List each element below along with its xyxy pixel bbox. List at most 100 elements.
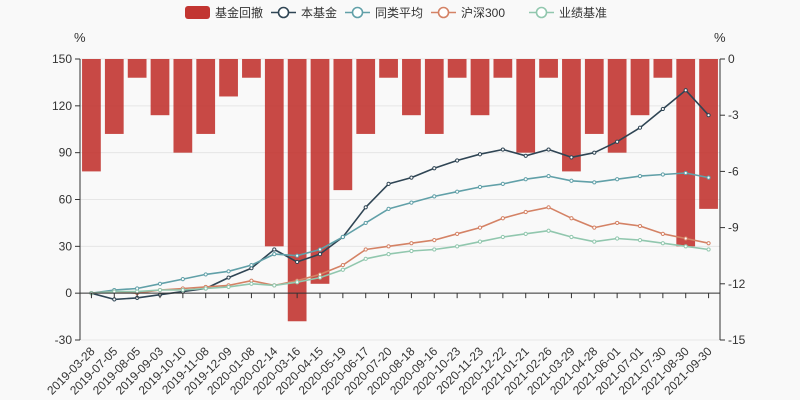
series-point-1-17 (477, 184, 483, 190)
series-point-3-9 (295, 280, 300, 285)
legend-swatch-marker-3 (437, 6, 450, 19)
legend-swatch-0 (185, 6, 210, 19)
right-tick-label-3: -9 (728, 221, 739, 235)
series-point-2-25 (660, 231, 665, 236)
series-point-0-10 (317, 252, 323, 257)
legend-item-2[interactable]: 同类平均 (345, 6, 423, 20)
series-point-3-18 (500, 234, 505, 240)
drawdown-bar-10 (310, 59, 330, 284)
series-point-1-22 (592, 180, 597, 185)
series-point-2-21 (569, 216, 574, 221)
series-point-0-12 (363, 205, 368, 210)
series-point-2-19 (523, 209, 528, 215)
series-point-2-15 (432, 237, 437, 243)
series-line-3 (91, 229, 709, 294)
series-point-3-17 (477, 239, 483, 244)
legend-item-1[interactable]: 本基金 (271, 5, 337, 20)
series-point-0-22 (592, 150, 597, 155)
drawdown-bar-21 (562, 59, 581, 172)
series-point-2-20 (546, 205, 551, 210)
right-tick-label-4: -12 (728, 277, 746, 291)
series-point-0-27 (706, 113, 711, 118)
series-point-1-24 (637, 173, 643, 179)
drawdown-bar-6 (219, 59, 238, 97)
series-point-1-26 (683, 170, 688, 176)
drawdown-bar-26 (676, 59, 696, 247)
series-point-1-25 (660, 172, 665, 177)
series-point-3-3 (157, 287, 163, 293)
legend-swatch-marker-4 (535, 6, 548, 19)
series-point-1-10 (317, 247, 323, 252)
drawdown-bar-5 (196, 59, 216, 134)
right-axis-ticks: 0 -3 -6 -9 -12 -15 (720, 52, 746, 347)
series-point-3-5 (203, 286, 208, 291)
drawdown-bar-22 (584, 59, 604, 134)
drawdown-bar-0 (82, 59, 101, 172)
legend-item-4[interactable]: 业绩基准 (529, 6, 607, 20)
series-point-0-16 (455, 158, 460, 163)
series-point-0-19 (523, 153, 528, 158)
series-point-0-15 (432, 166, 437, 171)
series-point-0-18 (500, 147, 505, 152)
series-point-3-22 (592, 239, 597, 244)
drawdown-bar-11 (333, 59, 353, 191)
drawdown-bar-23 (607, 59, 627, 153)
drawdown-bar-8 (264, 59, 284, 247)
legend: 基金回撤 本基金 同类平均 沪深300 业绩基准 (185, 5, 607, 20)
legend-swatch-marker-2 (351, 6, 364, 19)
series-point-1-23 (615, 177, 620, 182)
series-point-3-12 (363, 256, 368, 261)
series-point-3-7 (249, 281, 254, 286)
legend-item-0[interactable]: 基金回撤 (185, 5, 263, 20)
legend-label-0: 基金回撤 (215, 5, 263, 20)
right-tick-label-1: -3 (728, 108, 739, 122)
series-point-3-21 (569, 234, 574, 240)
series-point-0-9 (295, 259, 300, 265)
drawdown-bar-27 (699, 59, 718, 209)
series-point-1-16 (455, 189, 460, 194)
legend-item-3[interactable]: 沪深300 (431, 6, 505, 20)
series-point-2-14 (409, 241, 414, 246)
series-point-0-6 (226, 275, 231, 280)
drawdown-bar-16 (447, 59, 467, 78)
series-point-3-16 (455, 244, 460, 249)
series-line-1 (91, 172, 709, 294)
legend-label-4: 业绩基准 (559, 6, 607, 20)
left-axis-ticks: 150 120 90 60 30 0 -30 (52, 52, 80, 347)
series-point-1-20 (546, 173, 551, 179)
x-axis-ticks: 2019-03-282019-07-052019-08-052019-09-03… (44, 293, 715, 398)
series-point-1-21 (569, 178, 574, 183)
series-point-3-24 (637, 237, 643, 243)
series-point-0-23 (615, 139, 620, 144)
left-tick-label-4: 30 (59, 239, 73, 253)
series-point-3-19 (523, 231, 528, 236)
series-point-1-13 (386, 206, 391, 211)
series-point-2-17 (477, 225, 483, 230)
drawdown-bar-7 (242, 59, 261, 78)
left-tick-label-1: 120 (52, 99, 72, 113)
right-tick-label-0: 0 (728, 52, 735, 66)
series-point-3-8 (272, 283, 277, 288)
drawdown-bar-4 (173, 59, 193, 153)
series-point-2-13 (386, 244, 391, 249)
series-point-3-6 (226, 284, 231, 290)
series-point-3-13 (386, 252, 391, 257)
series-point-2-27 (706, 241, 711, 246)
series-point-0-13 (386, 181, 391, 186)
series-point-1-15 (432, 194, 437, 199)
drawdown-bar-17 (470, 59, 490, 116)
series-point-2-12 (363, 247, 368, 252)
series-point-3-23 (615, 236, 620, 241)
drawdown-bar-25 (653, 59, 673, 78)
series-point-1-8 (272, 252, 277, 257)
left-axis-unit: % (74, 30, 86, 45)
drawdown-bar-19 (516, 59, 536, 153)
series-line-2 (91, 206, 709, 295)
series-point-1-9 (295, 253, 300, 258)
series-point-3-15 (432, 247, 437, 252)
legend-label-1: 本基金 (301, 5, 337, 20)
series-point-0-20 (546, 147, 551, 152)
series-point-1-18 (500, 181, 505, 186)
series-point-3-14 (409, 248, 414, 254)
left-tick-label-3: 60 (59, 193, 73, 207)
